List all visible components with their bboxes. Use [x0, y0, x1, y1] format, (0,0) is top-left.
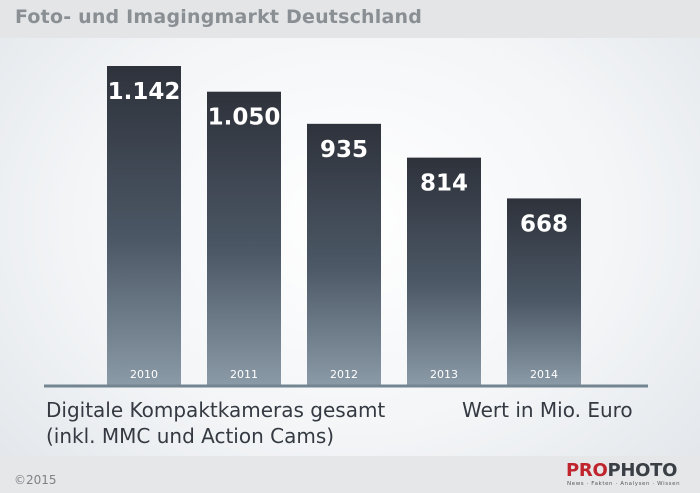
bar-2012	[307, 123, 381, 386]
bar-value-label-2014: 668	[520, 211, 568, 237]
bar-2010	[107, 66, 181, 385]
bar-value-label-2012: 935	[320, 137, 368, 163]
bar-category-label-2010: 2010	[130, 368, 158, 381]
bar-value-label-2010: 1.142	[108, 79, 181, 105]
chart-caption: Digitale Kompaktkameras gesamt (inkl. MM…	[46, 397, 385, 449]
bar-value-label-2011: 1.050	[208, 105, 281, 131]
logo-photo: PHOTO	[607, 460, 678, 481]
unit-label: Wert in Mio. Euro	[462, 398, 633, 422]
bar-2011	[207, 91, 281, 385]
bar-value-label-2013: 814	[420, 171, 468, 197]
chart-title: Foto- und Imagingmarkt Deutschland	[15, 6, 423, 28]
logo-wordmark: PROPHOTO	[566, 460, 677, 481]
caption-line-1: Digitale Kompaktkameras gesamt	[46, 398, 386, 422]
footer-bar	[0, 456, 700, 493]
bar-category-label-2012: 2012	[330, 368, 358, 381]
logo-tagline: News · Fakten · Analysen · Wissen	[567, 481, 681, 487]
bar-category-label-2014: 2014	[530, 368, 558, 381]
bar-2013	[407, 157, 481, 385]
title-bar: Foto- und Imagingmarkt Deutschland	[0, 0, 700, 38]
bar-category-label-2013: 2013	[430, 368, 458, 381]
logo-pro: PRO	[566, 460, 608, 481]
caption-line-2: (inkl. MMC und Action Cams)	[46, 424, 335, 448]
copyright-text: ©2015	[14, 473, 57, 487]
bar-2014	[507, 198, 581, 385]
bar-category-label-2011: 2011	[230, 368, 258, 381]
prophoto-logo: PROPHOTO News · Fakten · Analysen · Wiss…	[566, 460, 688, 490]
